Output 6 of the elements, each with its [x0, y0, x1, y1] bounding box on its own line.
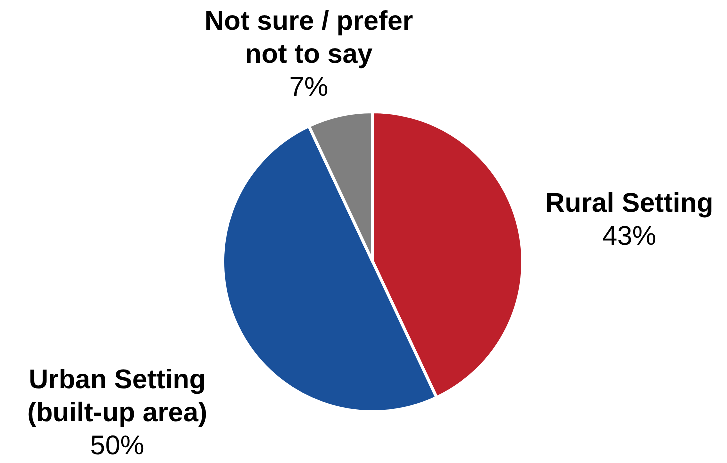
slice-label: Urban Setting (built-up area)	[27, 364, 208, 428]
data-label: 43%	[602, 220, 656, 251]
data-label: 7%	[290, 72, 329, 102]
slice-label: Rural Setting	[545, 188, 714, 218]
slice-label: Not sure / prefer not to say	[204, 6, 414, 69]
data-label: 50%	[90, 430, 144, 461]
